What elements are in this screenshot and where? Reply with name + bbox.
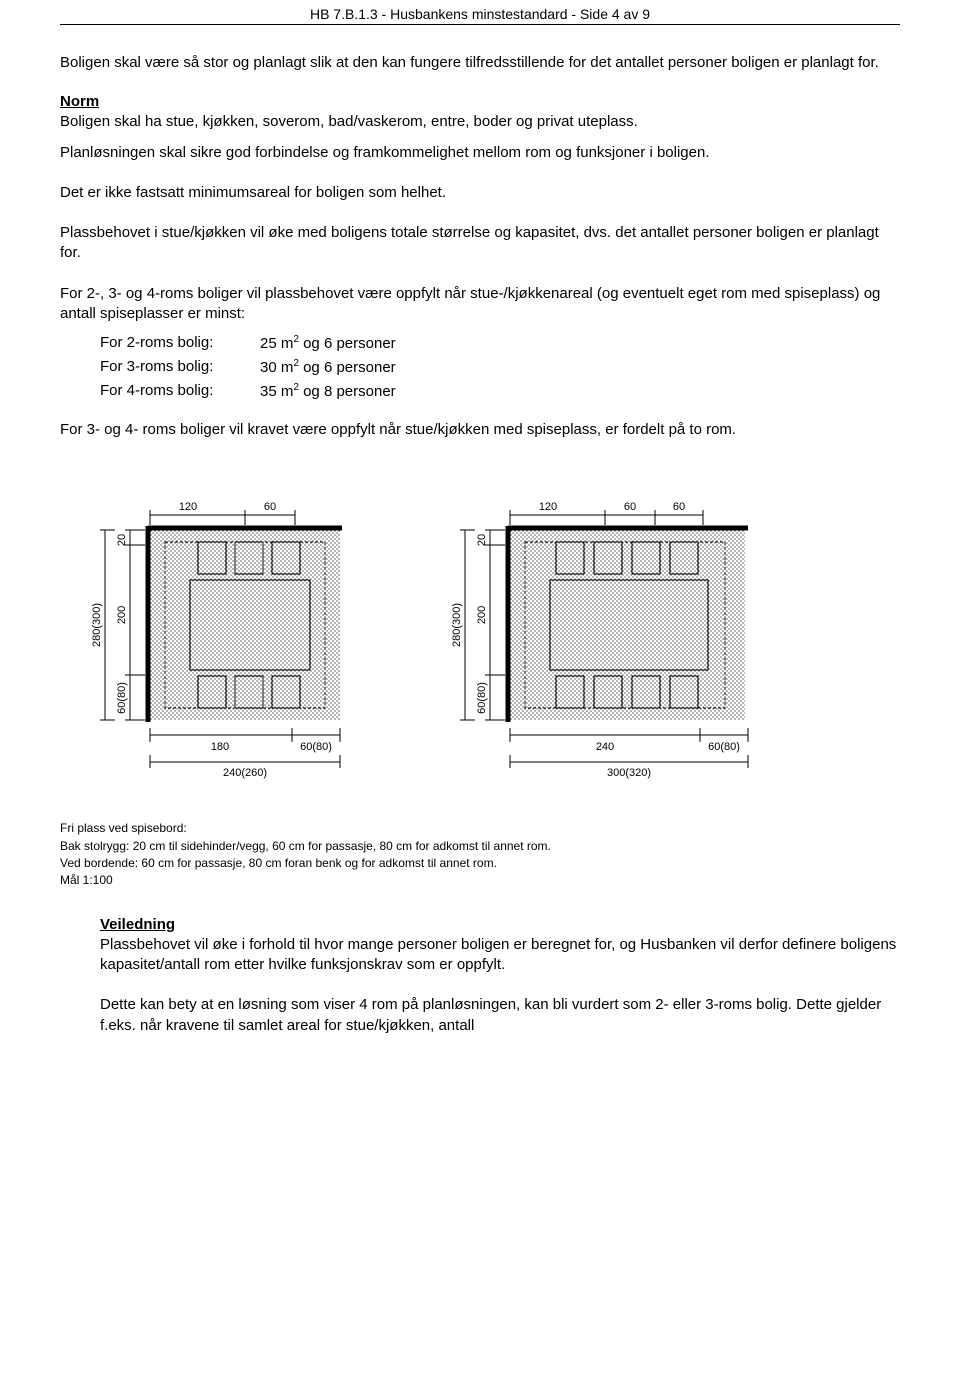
svg-text:60: 60 <box>624 501 636 513</box>
req-label: For 3-roms bolig: <box>100 358 260 376</box>
norm-p1: Boligen skal ha stue, kjøkken, soverom, … <box>60 112 900 132</box>
req-value: 30 m2 og 6 personer <box>260 358 396 376</box>
svg-text:60(80): 60(80) <box>116 682 128 714</box>
svg-text:300(320): 300(320) <box>607 767 651 779</box>
caption-line: Ved bordende: 60 cm for passasje, 80 cm … <box>60 855 900 872</box>
dining-diagram-8-person: 120 60 60 20 200 60(80) 280(300) 240 60(… <box>430 470 800 790</box>
norm-p6: For 3- og 4- roms boliger vil kravet vær… <box>60 420 900 440</box>
dining-diagram-6-person: 120 60 20 200 60(80) 280(300) 180 60(80) <box>70 470 390 790</box>
svg-text:200: 200 <box>116 606 128 624</box>
req-row: For 2-roms bolig: 25 m2 og 6 personer <box>100 334 900 352</box>
norm-p4: Plassbehovet i stue/kjøkken vil øke med … <box>60 223 900 264</box>
veil-p1: Plassbehovet vil øke i forhold til hvor … <box>100 935 900 976</box>
svg-text:280(300): 280(300) <box>91 603 103 647</box>
svg-text:180: 180 <box>211 741 229 753</box>
svg-text:20: 20 <box>116 534 128 546</box>
norm-p2: Planløsningen skal sikre god forbindelse… <box>60 143 900 163</box>
veiledning-heading: Veiledning <box>100 916 900 933</box>
requirement-list: For 2-roms bolig: 25 m2 og 6 personer Fo… <box>100 334 900 400</box>
caption-title: Fri plass ved spisebord: <box>60 820 900 837</box>
req-row: For 3-roms bolig: 30 m2 og 6 personer <box>100 358 900 376</box>
norm-p5: For 2-, 3- og 4-roms boliger vil plassbe… <box>60 284 900 325</box>
veil-p2: Dette kan bety at en løsning som viser 4… <box>100 995 900 1036</box>
diagram-caption: Fri plass ved spisebord: Bak stolrygg: 2… <box>60 820 900 890</box>
svg-text:60(80): 60(80) <box>476 682 488 714</box>
diagram-area: 120 60 20 200 60(80) 280(300) 180 60(80) <box>60 470 900 790</box>
svg-text:120: 120 <box>179 501 197 513</box>
req-row: For 4-roms bolig: 35 m2 og 8 personer <box>100 382 900 400</box>
svg-text:20: 20 <box>476 534 488 546</box>
svg-text:200: 200 <box>476 606 488 624</box>
svg-text:60(80): 60(80) <box>708 741 740 753</box>
page-header: HB 7.B.1.3 - Husbankens minstestandard -… <box>60 0 900 25</box>
req-label: For 4-roms bolig: <box>100 382 260 400</box>
norm-p3: Det er ikke fastsatt minimumsareal for b… <box>60 183 900 203</box>
svg-text:60(80): 60(80) <box>300 741 332 753</box>
req-value: 35 m2 og 8 personer <box>260 382 396 400</box>
svg-text:60: 60 <box>264 501 276 513</box>
req-label: For 2-roms bolig: <box>100 334 260 352</box>
caption-line: Mål 1:100 <box>60 872 900 889</box>
norm-heading: Norm <box>60 93 900 110</box>
svg-text:280(300): 280(300) <box>451 603 463 647</box>
req-value: 25 m2 og 6 personer <box>260 334 396 352</box>
svg-text:240(260): 240(260) <box>223 767 267 779</box>
svg-text:60: 60 <box>673 501 685 513</box>
svg-text:120: 120 <box>539 501 557 513</box>
intro-paragraph: Boligen skal være så stor og planlagt sl… <box>60 53 900 73</box>
caption-line: Bak stolrygg: 20 cm til sidehinder/vegg,… <box>60 838 900 855</box>
svg-text:240: 240 <box>596 741 614 753</box>
